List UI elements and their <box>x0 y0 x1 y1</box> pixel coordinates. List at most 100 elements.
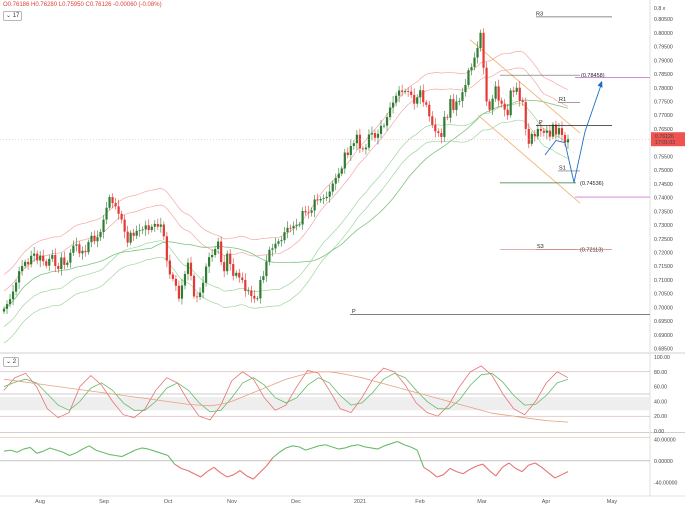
indicator-badge[interactable]: ⌄ 17 <box>3 11 23 21</box>
date-label: Aug <box>35 499 45 505</box>
momentum-segment <box>128 449 136 454</box>
candle <box>27 261 30 265</box>
candle <box>223 262 226 272</box>
candle <box>500 100 503 104</box>
candle <box>214 248 217 255</box>
candle <box>295 224 298 226</box>
candle <box>99 231 102 238</box>
momentum-segment <box>246 475 254 480</box>
envelope-upper-outer <box>3 51 569 275</box>
y-tick-label: 0.76500 <box>654 127 673 133</box>
candle <box>271 248 274 250</box>
level-label: R1 <box>559 97 566 103</box>
momentum-segment <box>488 470 497 477</box>
candle <box>289 227 292 229</box>
oscillator-badge[interactable]: ⌄ 2 <box>3 357 20 367</box>
momentum-segment <box>325 444 333 448</box>
candle <box>168 260 171 275</box>
y-tick-label: 0.72500 <box>654 237 673 243</box>
candle <box>102 219 105 232</box>
level-label: (0.74536) <box>580 181 604 187</box>
candle <box>226 253 229 272</box>
candle <box>114 203 117 207</box>
channel-mid <box>477 71 576 154</box>
momentum-segment <box>252 472 261 480</box>
oscillator-count: 2 <box>12 359 17 365</box>
candle <box>298 224 301 226</box>
candle <box>379 125 383 134</box>
y-tick-label: 0.79000 <box>654 58 673 64</box>
momentum-segment <box>377 445 385 450</box>
candle <box>201 282 205 293</box>
momentum-segment <box>364 446 372 449</box>
momentum-segment <box>10 449 18 453</box>
y-tick-label: 0.80500 <box>654 17 673 23</box>
candle <box>482 32 485 68</box>
candle <box>63 257 66 265</box>
momentum-segment <box>534 462 543 468</box>
candle <box>422 90 425 103</box>
candle <box>265 261 268 277</box>
candle <box>150 226 153 230</box>
y-tick-label: 0.74000 <box>654 196 673 202</box>
candle <box>524 102 527 129</box>
momentum-segment <box>49 447 57 451</box>
candle <box>162 224 165 237</box>
candle <box>373 133 377 138</box>
momentum-segment <box>82 445 90 450</box>
candle <box>449 99 452 118</box>
candle <box>241 277 244 280</box>
candle <box>253 295 256 299</box>
envelope-lower-outer <box>3 119 569 344</box>
candle <box>78 244 81 254</box>
candle <box>340 168 343 174</box>
candle <box>473 57 476 68</box>
y-tick-label: 0.73000 <box>654 223 673 229</box>
y-tick-label: 0.69500 <box>654 319 673 325</box>
momentum-segment <box>75 448 83 454</box>
y-tick-label: 0.71000 <box>654 278 673 284</box>
candle <box>325 196 328 199</box>
momentum-segment <box>403 444 411 448</box>
momentum-segment <box>318 444 326 447</box>
momentum-segment <box>167 455 175 465</box>
candle <box>72 245 75 253</box>
momentum-segment <box>397 441 405 446</box>
candle <box>138 230 141 232</box>
candle <box>14 282 18 292</box>
high-value: 0.76280 <box>35 2 58 8</box>
candle <box>84 250 87 253</box>
candle <box>437 131 440 134</box>
candle <box>521 100 524 103</box>
candle <box>416 97 419 104</box>
momentum-segment <box>502 462 510 468</box>
candle <box>404 91 407 92</box>
candle <box>370 133 374 135</box>
candle <box>135 230 138 236</box>
candle <box>431 116 434 125</box>
momentum-segment <box>141 447 149 450</box>
candle <box>39 255 42 261</box>
momentum-segment <box>23 446 31 450</box>
level-label: P <box>352 309 356 315</box>
candle <box>75 244 78 246</box>
candle <box>33 253 36 256</box>
osc-mid-band <box>0 396 650 411</box>
open-value: 0.76186 <box>7 2 30 8</box>
momentum-segment <box>43 447 51 452</box>
level-label: S3 <box>537 244 544 250</box>
candle <box>283 232 286 241</box>
ohlc-readout: O0.76186 H0.76280 L0.75950 C0.76126 -0.0… <box>3 2 162 8</box>
y-tick-label: 0.73500 <box>654 209 673 215</box>
candle <box>45 261 48 266</box>
momentum-segment <box>88 445 97 451</box>
candle <box>171 274 174 279</box>
momentum-segment <box>285 445 293 449</box>
y-tick-label: 0.71500 <box>654 264 673 270</box>
date-label: Sep <box>99 499 109 505</box>
candle <box>307 212 310 214</box>
candle <box>337 173 340 179</box>
date-label: Mar <box>477 499 487 505</box>
osc-series-1 <box>3 372 569 413</box>
